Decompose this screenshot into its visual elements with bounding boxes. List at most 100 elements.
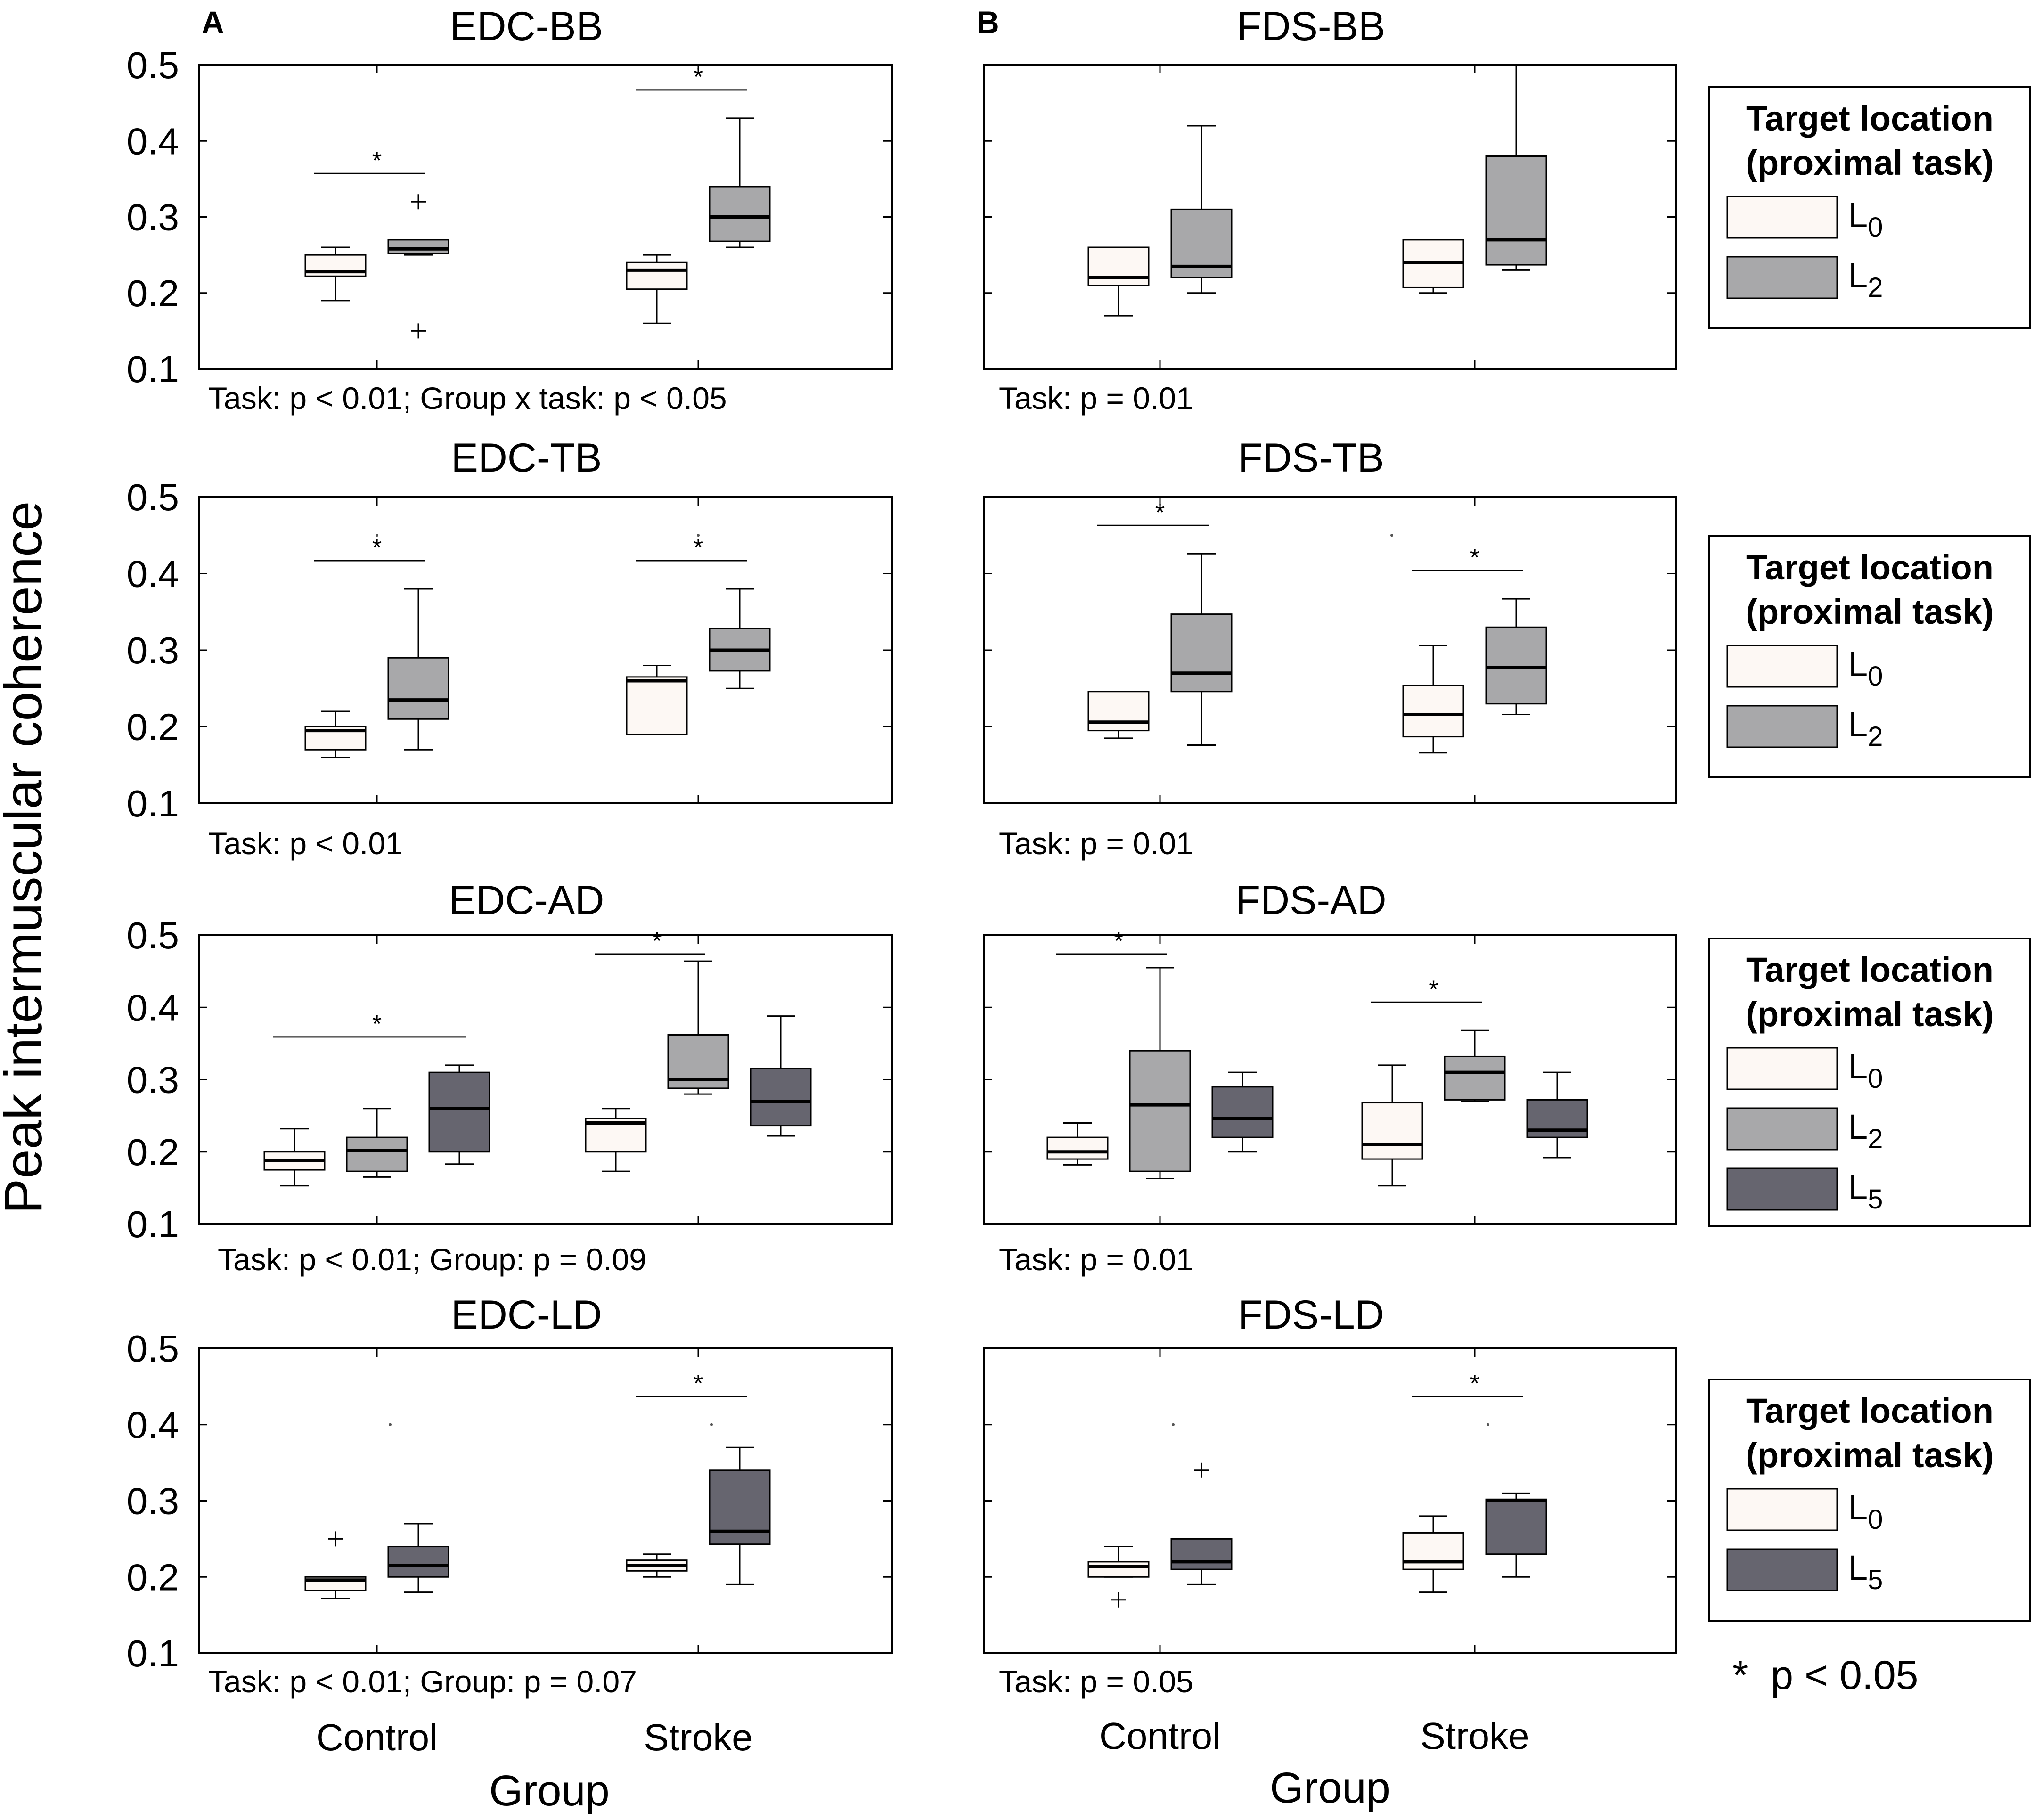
y-tick-label: 0.5 bbox=[127, 914, 179, 956]
y-tick-label: 0.3 bbox=[127, 196, 179, 238]
panel-edc-bb: EDC-BB A 0.1 0.2 0.3 0.4 0.5 Task: p < 0.01; Gr… bbox=[127, 4, 893, 416]
y-tick-label: 0.1 bbox=[127, 1632, 179, 1674]
y-tick-label: 0.4 bbox=[127, 1404, 179, 1446]
panel-fds-ld: FDS-LD Task: p = 0.05 * Control Stroke bbox=[983, 1292, 1677, 1757]
y-axis-label: Peak intermuscular coherence bbox=[0, 501, 53, 1214]
box-stroke-l2 bbox=[667, 960, 729, 1095]
outlier-dot bbox=[1390, 534, 1393, 537]
stats-text: Task: p = 0.01 bbox=[999, 826, 1193, 861]
legend-swatch-l0 bbox=[1726, 196, 1838, 239]
box-iqr bbox=[1402, 1532, 1464, 1570]
box-stroke-l0 bbox=[1390, 534, 1464, 754]
legend-label-letter: L bbox=[1848, 645, 1868, 684]
box-iqr bbox=[1485, 155, 1547, 266]
y-tick-label: 0.1 bbox=[127, 348, 179, 390]
legend: Target location (proximal task) L0 L2 bbox=[1708, 86, 2031, 329]
legend-subtitle: (proximal task) bbox=[1746, 143, 1993, 182]
box-iqr bbox=[1170, 613, 1233, 693]
box-stroke-l2 bbox=[1485, 64, 1547, 271]
y-tick-label: 0.3 bbox=[127, 629, 179, 671]
x-category-label: Stroke bbox=[1420, 1715, 1529, 1757]
y-tick-label: 0.1 bbox=[127, 1203, 179, 1245]
box-control-l5 bbox=[1170, 1423, 1233, 1585]
significance-star: * bbox=[1470, 1370, 1479, 1397]
box-iqr bbox=[1444, 1055, 1506, 1101]
stats-text: Task: p = 0.01 bbox=[999, 381, 1193, 416]
box-control-l2 bbox=[1170, 553, 1233, 746]
legend-title: Target location bbox=[1746, 548, 1993, 587]
y-tick-label: 0.4 bbox=[127, 120, 179, 162]
outlier-dot bbox=[389, 1423, 392, 1426]
box-control-l0 bbox=[1087, 1546, 1150, 1608]
panel-label: B bbox=[977, 5, 999, 40]
legend-label-subscript: 2 bbox=[1868, 272, 1883, 303]
box-stroke-l5 bbox=[1485, 1423, 1547, 1578]
box-control-l0 bbox=[1087, 691, 1150, 739]
y-tick-label: 0.2 bbox=[127, 706, 179, 748]
legend-swatch-l0 bbox=[1726, 1488, 1838, 1531]
panel-title: EDC-BB bbox=[450, 4, 603, 49]
significance-star: * bbox=[652, 928, 662, 955]
significance-star: * bbox=[1155, 499, 1165, 526]
panels-layer: EDC-BB A 0.1 0.2 0.3 0.4 0.5 Task: p < 0.01; Gr… bbox=[127, 4, 1677, 1758]
box-iqr bbox=[1402, 685, 1464, 738]
legend-swatch-l0 bbox=[1726, 645, 1838, 688]
stats-text: Task: p < 0.01; Group: p = 0.07 bbox=[208, 1664, 637, 1699]
panel-fds-tb: FDS-TB Task: p = 0.01 * * bbox=[983, 435, 1677, 861]
legend-swatch-l2 bbox=[1726, 256, 1838, 299]
significance-star: * bbox=[372, 147, 382, 174]
legend-label-letter: L bbox=[1848, 256, 1868, 295]
box-stroke-l2 bbox=[1485, 598, 1547, 715]
y-tick-label: 0.1 bbox=[127, 783, 179, 824]
box-stroke-l0 bbox=[1361, 1064, 1423, 1187]
legend-label-l0: L0 bbox=[1848, 1488, 1883, 1535]
outlier-dot bbox=[376, 534, 378, 537]
y-tick-label: 0.2 bbox=[127, 272, 179, 314]
box-control-l5 bbox=[387, 1423, 449, 1593]
y-tick-label: 0.3 bbox=[127, 1059, 179, 1101]
stats-text: Task: p < 0.01; Group x task: p < 0.05 bbox=[208, 381, 727, 416]
y-tick-label: 0.5 bbox=[127, 476, 179, 518]
significance-star: * bbox=[1429, 976, 1438, 1003]
y-tick-label: 0.5 bbox=[127, 1328, 179, 1370]
box-control-l2 bbox=[376, 534, 449, 751]
box-control-l0 bbox=[304, 246, 367, 302]
box-iqr bbox=[1485, 626, 1547, 705]
legend-title: Target location bbox=[1746, 99, 1993, 138]
legend-label-letter: L bbox=[1848, 1167, 1868, 1207]
box-stroke-l5 bbox=[709, 1423, 771, 1585]
panel-edc-tb: EDC-TB 0.1 0.2 0.3 0.4 0.5 Task: p < 0.01 * * bbox=[127, 435, 893, 861]
panel-edc-ld: EDC-LD 0.1 0.2 0.3 0.4 0.5 Task: p < 0.01; Gro… bbox=[127, 1292, 893, 1758]
outlier-dot bbox=[710, 1423, 713, 1426]
box-control-l2 bbox=[1129, 967, 1191, 1179]
outlier-dot bbox=[697, 534, 700, 537]
box-iqr bbox=[1046, 1136, 1109, 1160]
box-iqr bbox=[1087, 691, 1150, 732]
box-stroke-l0 bbox=[626, 665, 688, 735]
legend-subtitle: (proximal task) bbox=[1746, 592, 1993, 631]
legend-swatch-l0 bbox=[1726, 1047, 1838, 1090]
box-iqr bbox=[387, 657, 449, 720]
legend-swatch-l5 bbox=[1726, 1167, 1838, 1211]
legend-label-subscript: 0 bbox=[1868, 1063, 1883, 1094]
legend-swatch-l2 bbox=[1726, 1107, 1838, 1151]
panel-fds-bb: FDS-BB B Task: p = 0.01 bbox=[977, 4, 1677, 416]
legend-swatch-l5 bbox=[1726, 1548, 1838, 1591]
box-iqr bbox=[1087, 246, 1150, 286]
significance-star: * bbox=[694, 64, 703, 91]
legend-label-l2: L2 bbox=[1848, 705, 1883, 752]
legend-title: Target location bbox=[1746, 1391, 1993, 1430]
legend-label-subscript: 0 bbox=[1868, 661, 1883, 692]
x-category-label: Stroke bbox=[644, 1716, 752, 1758]
box-iqr bbox=[709, 1469, 771, 1545]
box-control-l2 bbox=[1170, 125, 1233, 294]
significance-star: * bbox=[372, 534, 382, 562]
y-tick-label: 0.2 bbox=[127, 1556, 179, 1598]
box-iqr bbox=[626, 676, 688, 735]
box-control-l0 bbox=[1046, 1122, 1109, 1166]
panel-title: EDC-LD bbox=[451, 1292, 602, 1338]
box-control-l5 bbox=[428, 1064, 490, 1165]
legend-label-l0: L0 bbox=[1848, 196, 1883, 243]
